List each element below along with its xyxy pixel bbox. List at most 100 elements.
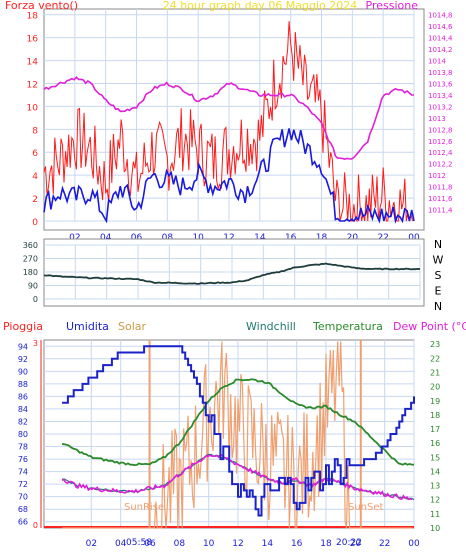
sunset-time: 20:22 <box>336 538 362 548</box>
time-tick: 12 <box>232 539 243 549</box>
time-tick: 10 <box>192 233 204 243</box>
humidity-tick: 66 <box>18 518 28 527</box>
time-tick: 14 <box>254 233 266 243</box>
temperature-tick: 16 <box>430 439 440 448</box>
pressure-tick: 1014 <box>428 58 446 66</box>
time-tick: 22 <box>379 539 390 549</box>
humidity-tick: 80 <box>18 430 28 439</box>
temperature-axis: 23 22 21 20 19 18 17 16 15 14 13 12 11 10 <box>430 340 440 533</box>
legend-windchill: Windchill <box>246 320 296 333</box>
temperature-tick: 23 <box>430 340 440 349</box>
temperature-tick: 12 <box>430 496 440 505</box>
wind-tick: 6 <box>32 149 38 159</box>
legend-dewpoint: Dew Point (°C) <box>393 320 466 333</box>
direction-tick: 270 <box>23 255 38 264</box>
wind-tick: 14 <box>27 58 39 68</box>
temperature-tick: 21 <box>430 369 440 378</box>
wind-gust-line <box>43 21 413 223</box>
temperature-tick: 14 <box>430 467 440 476</box>
rain-tick: 0 <box>33 521 38 530</box>
humidity-tick: 94 <box>18 342 28 351</box>
top-panel-frame <box>43 8 425 231</box>
humidity-line <box>62 345 415 517</box>
humidity-tick: 84 <box>18 405 28 414</box>
legend-temperature: Temperatura <box>312 320 383 333</box>
time-tick: 18 <box>320 539 332 549</box>
temperature-tick: 11 <box>430 510 440 519</box>
humidity-tick: 86 <box>18 392 28 401</box>
temperature-tick: 18 <box>430 411 440 420</box>
pressure-tick: 1014,4 <box>428 35 453 43</box>
time-tick: 08 <box>162 233 174 243</box>
time-tick: 10 <box>203 539 215 549</box>
wind-tick: 18 <box>27 12 39 22</box>
time-tick: 16 <box>291 539 303 549</box>
wind-average-line <box>43 128 415 224</box>
time-tick: 08 <box>174 539 186 549</box>
temperature-tick: 10 <box>430 524 440 533</box>
pressure-tick: 1013,2 <box>428 103 453 111</box>
top-series <box>43 21 415 224</box>
mid-series <box>43 262 421 285</box>
rain-tick: 3 <box>33 339 38 348</box>
time-tick: 02 <box>86 539 97 549</box>
humidity-tick: 92 <box>18 355 28 364</box>
time-tick: 00 <box>408 539 420 549</box>
temperature-tick: 20 <box>430 383 440 392</box>
dewpoint-line <box>61 453 413 501</box>
mid-grid <box>44 244 421 300</box>
humidity-tick: 72 <box>18 480 28 489</box>
solar-line <box>62 341 413 529</box>
time-tick: 12 <box>223 233 234 243</box>
sunrise-label: SunRise <box>124 502 164 513</box>
time-tick: 04 <box>100 233 112 243</box>
pressure-axis-label: Pressione <box>366 0 419 12</box>
temperature-tick: 22 <box>430 354 440 363</box>
legend-humidity: Umidita <box>66 320 109 333</box>
temperature-tick: 15 <box>430 453 440 462</box>
pressure-tick: 1013,8 <box>428 69 453 77</box>
wind-tick: 8 <box>32 126 38 136</box>
rain-axis: 30 <box>33 339 42 530</box>
time-tick: 06 <box>131 233 143 243</box>
direction-tick: 360 <box>23 241 38 250</box>
wind-tick: 16 <box>27 35 39 45</box>
wind-axis: 18 16 14 12 10 8 6 4 2 0 <box>27 12 39 228</box>
pressure-tick: 1011,6 <box>428 195 453 203</box>
pressure-tick: 1014,8 <box>428 12 453 20</box>
pressure-tick: 1012,8 <box>428 126 453 134</box>
temperature-line <box>61 378 415 467</box>
time-tick: 20 <box>347 233 359 243</box>
compass-label: S <box>435 269 442 282</box>
compass-label: W <box>433 254 444 267</box>
pressure-tick: 1013,6 <box>428 80 453 88</box>
humidity-tick: 70 <box>18 493 28 502</box>
direction-axis: 360 270 180 90 0 <box>23 241 38 304</box>
temperature-tick: 19 <box>430 397 440 406</box>
sunset-label: SunSet <box>348 502 384 513</box>
legend-rain: Pioggia <box>3 320 43 333</box>
humidity-tick: 76 <box>18 455 28 464</box>
pressure-line <box>43 76 414 161</box>
top-time-axis: 02 04 06 08 10 12 14 16 18 20 22 00 <box>69 233 420 243</box>
direction-tick: 180 <box>23 268 38 277</box>
time-tick: 02 <box>69 233 80 243</box>
bottom-time-axis: 02 04 06 08 10 12 14 16 18 20 22 00 <box>86 539 420 549</box>
pressure-tick: 1013,4 <box>428 92 453 100</box>
temperature-tick: 13 <box>430 482 440 491</box>
time-tick: 18 <box>316 233 328 243</box>
direction-tick: 90 <box>28 282 38 291</box>
legend-solar: Solar <box>118 320 147 333</box>
direction-tick: 0 <box>33 295 38 304</box>
compass-label: N <box>434 300 442 313</box>
pressure-axis: 1014,8 1014,6 1014,4 1014,2 1014 1013,8 1013,6… <box>428 12 453 215</box>
wind-tick: 10 <box>27 103 39 113</box>
compass-label: E <box>435 285 442 298</box>
pressure-tick: 1012 <box>428 172 446 180</box>
pressure-tick: 1012,6 <box>428 138 453 146</box>
time-tick: 20 <box>350 539 362 549</box>
chart-title: 24 hour graph day 06 Maggio 2024 <box>163 0 358 12</box>
wind-axis-label: Forza vento() <box>5 0 78 12</box>
